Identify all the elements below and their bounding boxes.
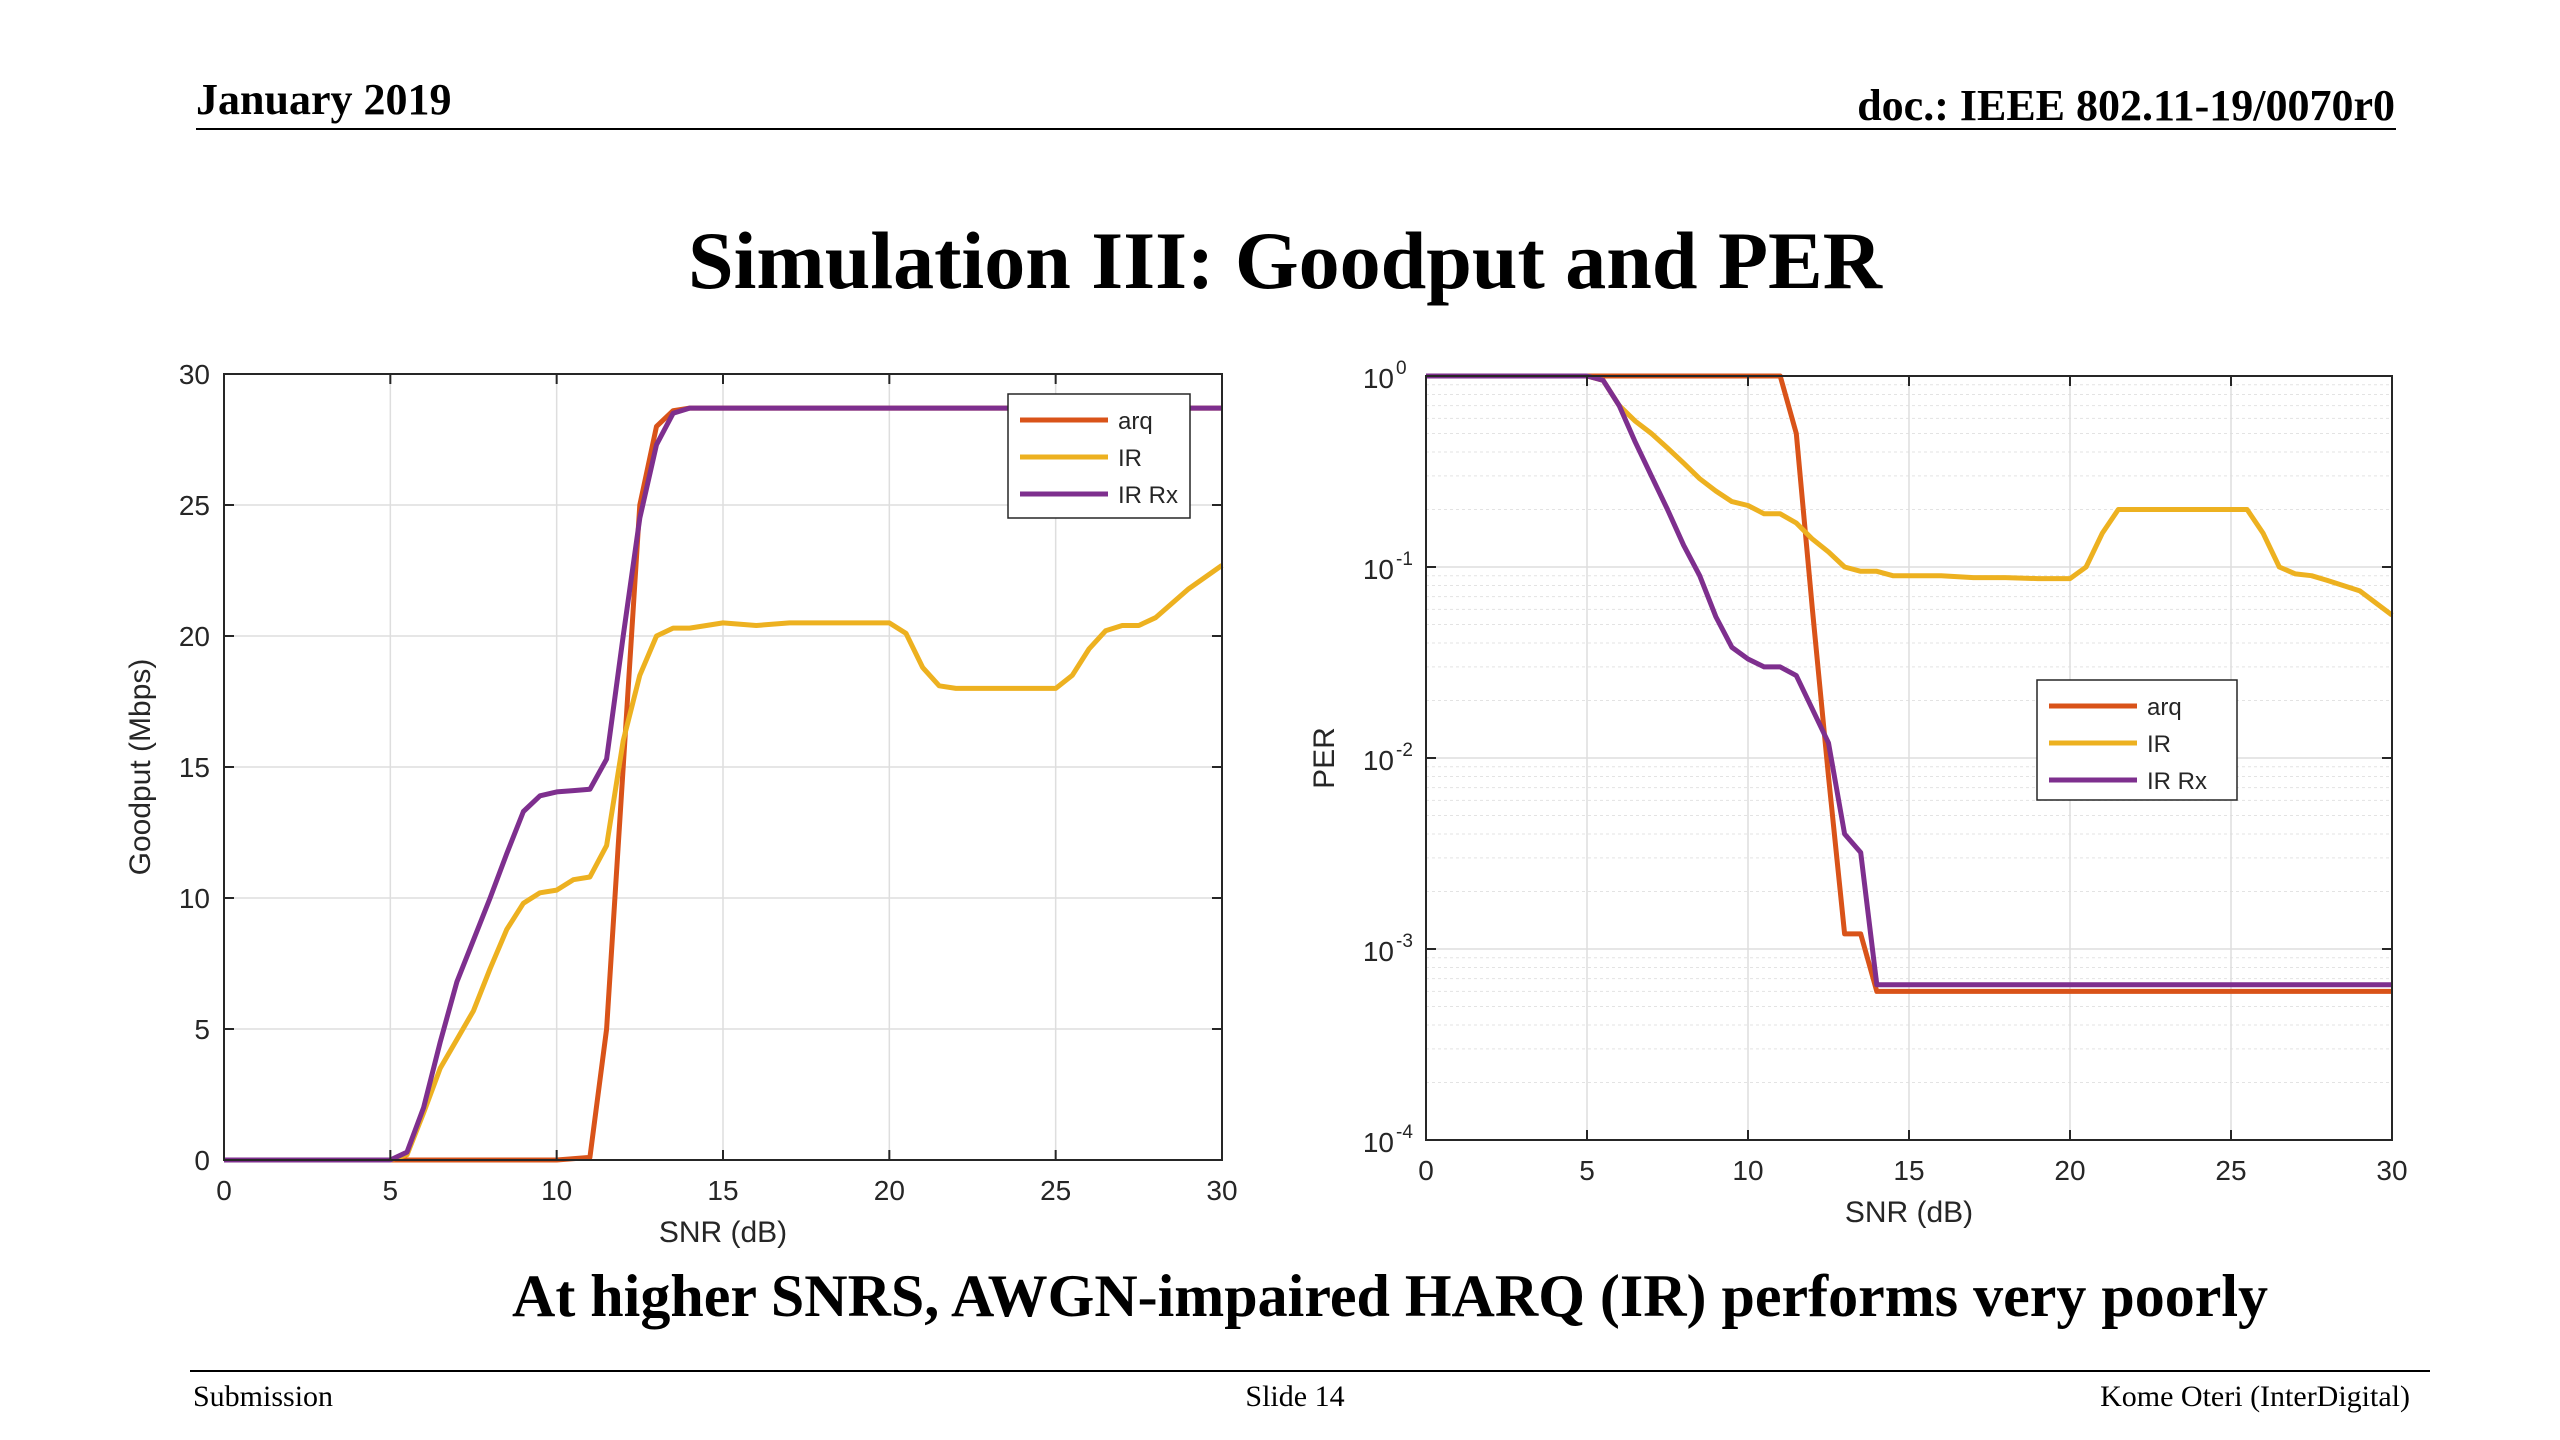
legend-label: IR Rx [1118,482,1178,509]
y-tick-label: 10 [1363,745,1394,776]
x-tick-label: 10 [1732,1155,1763,1186]
x-tick-label: 15 [1893,1155,1924,1186]
y-tick-label: 10 [179,883,210,914]
x-tick-label: 25 [1040,1175,1071,1206]
legend-label: arq [2147,694,2182,721]
x-tick-label: 20 [874,1175,905,1206]
footer-submission: Submission [193,1380,334,1413]
y-tick-label: 30 [179,359,210,390]
y-axis-label: Goodput (Mbps) [124,659,157,876]
y-tick-label-exponent: -2 [1396,740,1413,761]
y-tick-label: 10 [1363,1127,1394,1158]
y-axis-label: PER [1308,727,1341,789]
x-tick-label: 10 [541,1175,572,1206]
y-tick-label-exponent: -4 [1396,1122,1413,1143]
legend-label: IR Rx [2147,768,2207,795]
footer-rule [190,1370,2430,1372]
x-tick-label: 30 [1206,1175,1237,1206]
legend-label: arq [1118,408,1153,435]
x-tick-label: 30 [2376,1155,2407,1186]
x-tick-label: 15 [707,1175,738,1206]
x-tick-label: 25 [2215,1155,2246,1186]
legend-label: IR [1118,445,1142,472]
x-axis-label: SNR (dB) [1845,1196,1973,1229]
footer-author: Kome Oteri (InterDigital) [2100,1380,2410,1413]
chart-goodput: 0 5 10 15 20 25 30 0 5 10 15 20 25 30 SNR (dB) Goodput … [124,359,1238,1249]
header-date: January 2019 [196,75,452,124]
header-rule [196,128,2396,130]
y-tick-label: 0 [194,1145,210,1176]
footer-slide-number: Slide 14 [1245,1380,1345,1413]
y-tick-label: 20 [179,621,210,652]
y-tick-label-exponent: -1 [1396,549,1413,570]
legend-label: IR [2147,731,2171,758]
y-tick-label: 10 [1363,554,1394,585]
slide-title: Simulation III: Goodput and PER [688,215,1882,306]
x-tick-label: 20 [2054,1155,2085,1186]
series-line-ir [1426,373,2394,618]
header-doc-id: doc.: IEEE 802.11-19/0070r0 [1857,81,2395,130]
x-tick-label: 0 [1418,1155,1434,1186]
slide-caption: At higher SNRS, AWGN-impaired HARQ (IR) … [511,1263,2269,1329]
y-tick-label: 10 [1363,363,1394,394]
y-tick-label-exponent: 0 [1396,358,1407,379]
x-axis-label: SNR (dB) [659,1216,787,1249]
y-tick-label: 10 [1363,936,1394,967]
x-tick-label: 5 [1579,1155,1595,1186]
series-line-ir [224,563,1224,1163]
series-line-ir-rx [1426,373,2392,988]
x-tick-label: 0 [216,1175,232,1206]
y-tick-label: 25 [179,490,210,521]
y-tick-label: 5 [194,1014,210,1045]
y-tick-label-exponent: -3 [1396,931,1413,952]
y-tick-label: 15 [179,752,210,783]
series-line-ir-rx [224,405,1222,1163]
x-tick-label: 5 [383,1175,399,1206]
